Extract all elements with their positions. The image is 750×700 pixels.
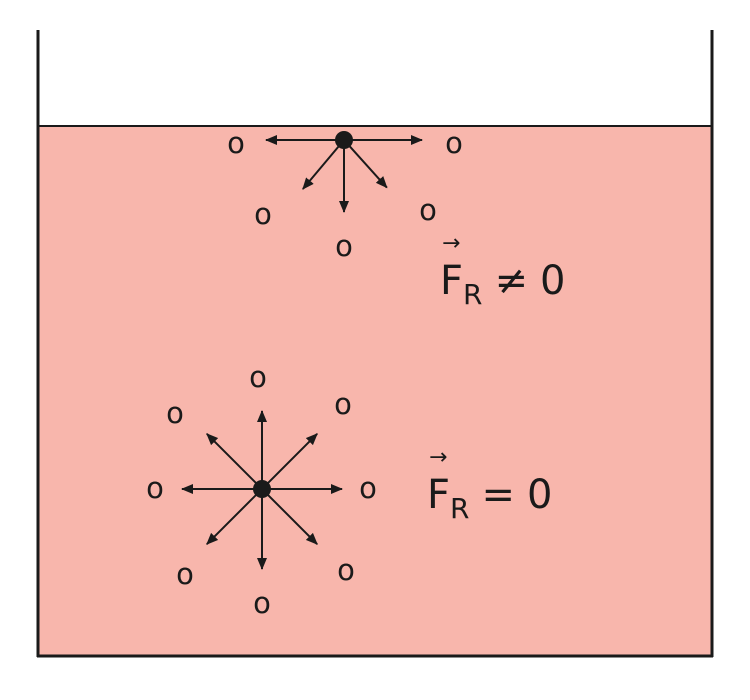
bulk-neighbor-molecule-right: o — [359, 471, 377, 505]
bulk-neighbor-molecule-up: o — [249, 360, 267, 394]
bulk-force-arrow-up-left — [206, 433, 258, 485]
liquid-body — [38, 126, 712, 656]
surface-force-arrow-down-right — [347, 144, 388, 189]
bulk-force-arrow-down-right — [266, 493, 318, 545]
bulk-molecule-group: o o o o o o o o — [146, 360, 377, 620]
bulk-central-molecule — [253, 480, 271, 498]
surface-force-vector-arrow: → — [442, 231, 460, 256]
surface-force-subscript: R — [463, 278, 482, 311]
surface-force-arrow-down-left — [302, 144, 341, 190]
surface-force-relation: ≠ — [494, 258, 528, 304]
surface-neighbor-molecule-right: o — [445, 126, 463, 160]
surface-neighbor-molecule-down: o — [335, 229, 353, 263]
bulk-force-vector-arrow: → — [429, 445, 447, 470]
bulk-neighbor-molecule-down-left: o — [176, 557, 194, 591]
surface-force-symbol: F — [440, 258, 463, 304]
bulk-neighbor-molecule-left: o — [146, 471, 164, 505]
surface-force-expression: FR ≠ 0 — [440, 258, 565, 311]
bulk-force-subscript: R — [450, 492, 469, 525]
bulk-force-relation: = — [481, 472, 515, 518]
surface-central-molecule — [335, 131, 353, 149]
surface-neighbor-molecule-left: o — [227, 126, 245, 160]
surface-neighbor-molecule-down-right: o — [419, 193, 437, 227]
surface-force-value: 0 — [540, 258, 565, 304]
bulk-force-arrow-up-right — [266, 433, 318, 485]
bulk-force-symbol: F — [427, 472, 450, 518]
surface-resultant-label: → FR ≠ 0 — [440, 231, 565, 311]
bulk-force-value: 0 — [527, 472, 552, 518]
bulk-force-expression: FR = 0 — [427, 472, 552, 525]
surface-neighbor-molecule-down-left: o — [254, 197, 272, 231]
bulk-force-arrow-down-left — [206, 493, 258, 545]
bulk-neighbor-molecule-down: o — [253, 586, 271, 620]
bulk-neighbor-molecule-down-right: o — [337, 553, 355, 587]
bulk-neighbor-molecule-up-right: o — [334, 387, 352, 421]
bulk-resultant-label: → FR = 0 — [427, 445, 552, 525]
bulk-neighbor-molecule-up-left: o — [166, 396, 184, 430]
